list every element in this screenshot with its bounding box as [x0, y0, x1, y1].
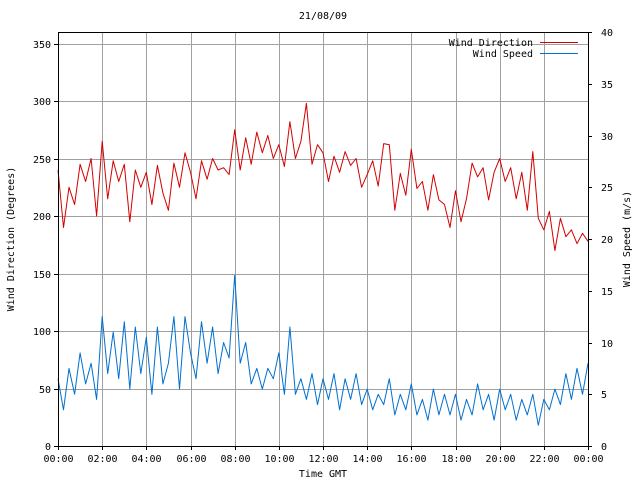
x-tick-label: 04:00: [131, 454, 161, 465]
legend-label-speed: Wind Speed: [473, 49, 533, 60]
legend-label-direction: Wind Direction: [449, 38, 533, 49]
axes: 00:00 02:00 04:00 06:00 08:00 10:00 12:00 14:00…: [33, 28, 613, 465]
y2-tick-label: 25: [601, 183, 613, 194]
series-line-wind-direction: [57, 102, 589, 251]
x-tick-label: 14:00: [352, 454, 382, 465]
y2-tick-label: 35: [601, 80, 613, 91]
y2-axis-label: Wind Speed (m/s): [622, 191, 633, 287]
y2-tick-label: 30: [601, 132, 613, 143]
y2-tick-label: 10: [601, 339, 613, 350]
x-tick-label: 22:00: [529, 454, 559, 465]
y-tick-label: 300: [33, 97, 51, 108]
x-axis-label: Time GMT: [299, 469, 347, 480]
x-tick-label: 08:00: [220, 454, 250, 465]
x-tick-label: 00:00: [573, 454, 603, 465]
y-tick-label: 0: [45, 442, 51, 453]
y2-tick-label: 15: [601, 287, 613, 298]
y-tick-label: 100: [33, 327, 51, 338]
y2-tick-label: 5: [601, 390, 607, 401]
x-tick-label: 16:00: [396, 454, 426, 465]
x-tick-label: 10:00: [264, 454, 294, 465]
y2-tick-label: 20: [601, 235, 613, 246]
y-tick-label: 200: [33, 212, 51, 223]
y-axis-label: Wind Direction (Degrees): [6, 167, 17, 312]
y-tick-label: 350: [33, 40, 51, 51]
y2-tick-label: 40: [601, 28, 613, 39]
y-tick-label: 250: [33, 155, 51, 166]
grid: [58, 32, 588, 446]
x-tick-label: 00:00: [43, 454, 73, 465]
x-tick-label: 18:00: [441, 454, 471, 465]
x-tick-label: 20:00: [485, 454, 515, 465]
y-tick-label: 50: [39, 385, 51, 396]
x-tick-label: 06:00: [176, 454, 206, 465]
y-tick-label: 150: [33, 270, 51, 281]
y2-tick-label: 0: [601, 442, 607, 453]
series-line-wind-speed: [57, 274, 589, 426]
chart-title: 21/08/09: [299, 11, 347, 22]
x-tick-label: 12:00: [308, 454, 338, 465]
x-tick-label: 02:00: [87, 454, 117, 465]
legend: Wind Direction Wind Speed: [449, 38, 578, 60]
series-layer: [57, 102, 589, 426]
